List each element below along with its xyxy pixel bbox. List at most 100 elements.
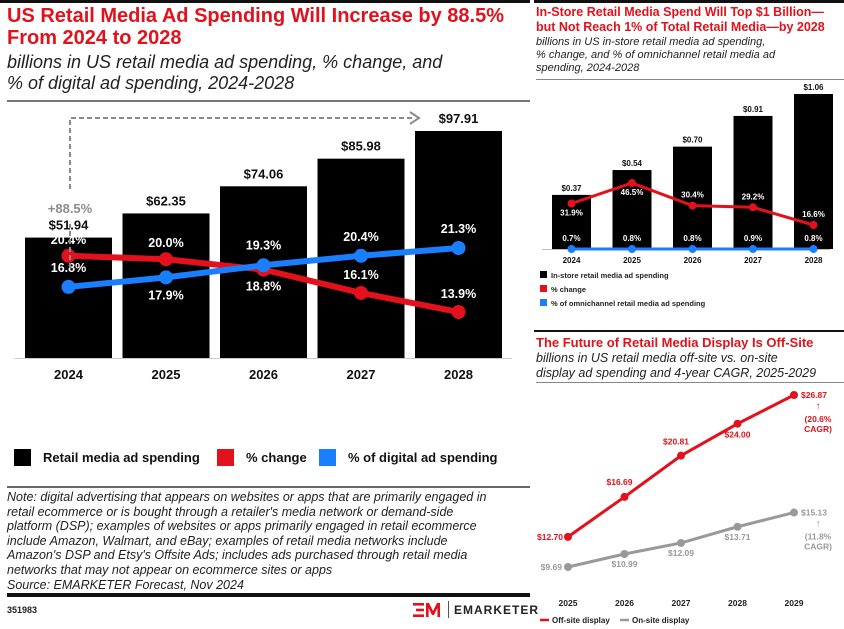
pct-change-label: 18.8% — [246, 280, 281, 294]
main-subtitle-line-2: % of digital ad spending, 2024-2028 — [7, 73, 295, 93]
off-site-cagr-label: (20.6% — [805, 414, 832, 424]
instore-subtitle-line-2: % change, and % of omnichannel retail me… — [536, 49, 776, 61]
display-chart-title: The Future of Retail Media Display Is Of… — [536, 335, 814, 350]
pct-omnichannel-label: 0.8% — [804, 234, 822, 243]
pct-change-point — [809, 221, 818, 229]
pct-omnichannel-label: 0.9% — [744, 234, 762, 243]
pct-digital-label: 20.4% — [343, 230, 378, 244]
pct-change-label: 46.5% — [621, 188, 644, 197]
x-tick-label: 2028 — [444, 367, 473, 382]
pct-change-point — [688, 201, 697, 210]
pct-omnichannel-point — [567, 245, 576, 253]
x-tick-label: 2025 — [623, 256, 641, 265]
on-site-value-label: $9.69 — [541, 562, 563, 572]
off-site-point — [620, 492, 629, 501]
pct-digital-label: 16.8% — [51, 261, 86, 275]
main-title-line-1: US Retail Media Ad Spending Will Increas… — [7, 5, 504, 27]
instore-chart-title: In-Store Retail Media Spend Will Top $1 … — [536, 5, 825, 35]
subtitle-rule — [536, 382, 844, 383]
on-site-point — [733, 522, 742, 531]
pct-digital-label: 19.3% — [246, 238, 281, 252]
x-tick-label: 2024 — [54, 367, 84, 382]
legend-label: % change — [246, 450, 307, 465]
legend-swatch — [217, 449, 234, 466]
growth-arrow-line — [69, 117, 412, 268]
x-tick-label: 2029 — [785, 598, 804, 608]
on-site-point — [790, 508, 798, 517]
pct-omnichannel-point — [688, 245, 697, 253]
subtitle-rule — [7, 100, 530, 102]
pct-change-label: 16.1% — [343, 268, 378, 282]
subtitle-rule — [536, 79, 844, 80]
x-tick-label: 2028 — [805, 256, 823, 265]
main-subtitle-line-1: billions in US retail media ad spending,… — [7, 52, 443, 72]
off-site-point — [564, 532, 572, 541]
pct-omnichannel-label: 0.7% — [562, 234, 580, 243]
legend-swatch — [14, 449, 31, 466]
note-line: Amazon's DSP and Etsy's Offsite Ads; inc… — [7, 548, 468, 563]
bar-value-label: $51.94 — [49, 218, 90, 233]
display-line-chart: 2025 2026 2027 2028 2029 $12.70 $16.69 $20.81 $2… — [537, 390, 832, 625]
bar-value-label: $0.91 — [743, 105, 764, 114]
note-line: retail ecommerce or is bought through a … — [7, 504, 454, 519]
off-site-value-label: $26.87 — [801, 390, 827, 400]
off-site-line — [567, 393, 795, 539]
pct-digital-point — [61, 279, 76, 294]
pct-digital-point — [451, 241, 466, 255]
logo-divider — [448, 601, 449, 618]
x-tick-label: 2027 — [672, 598, 691, 608]
instore-bar-line-chart: $0.37 2024 $0.54 2025 $0.70 2026 $0.91 2027 $1.0… — [540, 83, 833, 308]
logo-text: EMARKETER — [454, 602, 540, 617]
display-chart-panel: The Future of Retail Media Display Is Of… — [534, 330, 844, 629]
bar-value-label: $62.35 — [146, 193, 186, 208]
legend-swatch — [319, 449, 336, 466]
note-line: include Amazon, Walmart, and eBay; examp… — [7, 533, 448, 548]
main-chart-panel: US Retail Media Ad Spending Will Increas… — [0, 0, 538, 618]
on-site-point — [677, 538, 685, 547]
display-subtitle-line-1: billions in US retail media off-site vs.… — [536, 351, 778, 365]
pct-change-label: 13.9% — [441, 287, 476, 301]
instore-chart-subtitle: billions in US in-store retail media ad … — [536, 36, 775, 75]
bar-value-label: $97.91 — [439, 111, 479, 126]
pct-change-point — [567, 199, 576, 208]
top-rule — [0, 0, 530, 3]
off-site-point — [790, 391, 798, 399]
top-rule — [534, 330, 844, 332]
top-rule — [534, 0, 844, 3]
instore-subtitle-line-3: spending, 2024-2028 — [536, 62, 640, 74]
pct-change-label: 29.2% — [742, 192, 765, 201]
pct-omnichannel-label: 0.8% — [623, 234, 641, 243]
note-rule — [7, 486, 530, 488]
source-line: Source: EMARKETER Forecast, Nov 2024 — [7, 577, 244, 592]
on-site-value-label: $15.13 — [801, 508, 827, 518]
pct-change-label: 20.0% — [148, 236, 183, 250]
off-site-point — [733, 419, 742, 428]
legend-label: On-site display — [632, 616, 690, 625]
legend-swatch — [540, 285, 547, 292]
legend-label: Off-site display — [552, 616, 610, 625]
pct-digital-point — [159, 270, 173, 285]
display-subtitle-line-2: display ad spending and 4-year CAGR, 202… — [536, 365, 817, 380]
bar-value-label: $74.06 — [244, 166, 284, 181]
x-tick-label: 2026 — [249, 367, 278, 382]
chart-id: 351983 — [7, 605, 38, 615]
x-tick-label: 2027 — [744, 256, 762, 265]
bar-value-label: $85.98 — [341, 139, 381, 154]
footer-rule — [7, 593, 530, 597]
x-tick-label: 2024 — [563, 256, 581, 265]
pct-change-point — [628, 179, 636, 187]
up-arrow-icon: ↑ — [816, 401, 821, 412]
growth-annotation: +88.5% — [48, 201, 93, 216]
pct-change-label: 16.6% — [802, 210, 825, 219]
on-site-point — [620, 549, 629, 558]
note-line: networks that may not appear on ecommerc… — [7, 562, 333, 577]
chart-note: Note: digital advertising that appears o… — [7, 490, 486, 592]
x-tick-label: 2025 — [152, 367, 181, 382]
main-title-line-2: From 2024 to 2028 — [7, 27, 182, 49]
x-tick-label: 2026 — [684, 256, 702, 265]
pct-digital-point — [354, 248, 368, 263]
bar — [673, 146, 712, 249]
legend-label: % of omnichannel retail media ad spendin… — [551, 299, 706, 308]
legend-label: % change — [551, 285, 586, 294]
pct-change-label: 30.4% — [681, 191, 704, 200]
